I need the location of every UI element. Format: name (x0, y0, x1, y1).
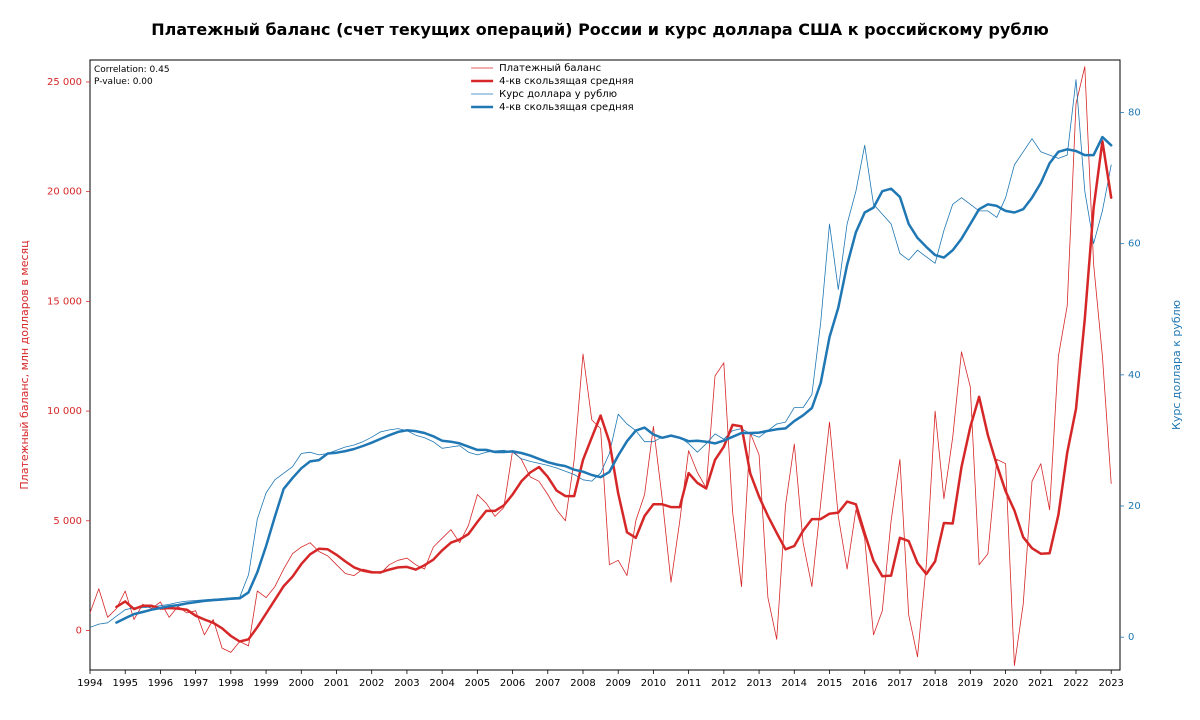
y2-axis-label: Курс доллара к рублю (1170, 300, 1183, 430)
svg-text:2005: 2005 (465, 678, 490, 689)
legend-item-label: 4-кв скользящая средняя (499, 76, 634, 87)
svg-text:0: 0 (1128, 632, 1134, 643)
svg-text:1999: 1999 (253, 678, 278, 689)
svg-text:25 000: 25 000 (47, 77, 82, 88)
svg-text:2014: 2014 (782, 678, 807, 689)
svg-text:15 000: 15 000 (47, 296, 82, 307)
svg-text:1998: 1998 (218, 678, 243, 689)
svg-text:2008: 2008 (570, 678, 595, 689)
chart-title: Платежный баланс (счет текущих операций)… (151, 20, 1049, 39)
svg-text:2009: 2009 (605, 678, 630, 689)
svg-text:2023: 2023 (1098, 678, 1123, 689)
y1-axis-label: Платежный баланс, млн долларов в месяц (18, 240, 31, 489)
svg-text:10 000: 10 000 (47, 406, 82, 417)
svg-text:1995: 1995 (112, 678, 137, 689)
svg-text:2021: 2021 (1028, 678, 1053, 689)
usd-ma-line (116, 137, 1111, 622)
balance-ma-line (116, 141, 1111, 641)
svg-text:2017: 2017 (887, 678, 912, 689)
svg-text:0: 0 (76, 626, 82, 637)
svg-text:2020: 2020 (993, 678, 1018, 689)
dual-axis-line-chart: 1994199519961997199819992000200120022003… (0, 0, 1200, 720)
svg-text:2001: 2001 (324, 678, 349, 689)
svg-text:1994: 1994 (77, 678, 102, 689)
svg-text:2007: 2007 (535, 678, 560, 689)
svg-text:2013: 2013 (746, 678, 771, 689)
svg-text:2012: 2012 (711, 678, 736, 689)
svg-text:2018: 2018 (922, 678, 947, 689)
legend-item-label: Платежный баланс (499, 63, 601, 74)
svg-text:2022: 2022 (1063, 678, 1088, 689)
svg-text:2006: 2006 (500, 678, 525, 689)
svg-text:2011: 2011 (676, 678, 701, 689)
svg-text:80: 80 (1128, 107, 1141, 118)
svg-text:2003: 2003 (394, 678, 419, 689)
svg-text:2004: 2004 (429, 678, 454, 689)
svg-text:20 000: 20 000 (47, 187, 82, 198)
svg-text:2002: 2002 (359, 678, 384, 689)
legend-item-label: 4-кв скользящая средняя (499, 102, 634, 113)
svg-text:60: 60 (1128, 239, 1141, 250)
svg-text:2000: 2000 (289, 678, 314, 689)
balance-thin-line (90, 67, 1111, 666)
svg-text:2019: 2019 (958, 678, 983, 689)
svg-text:2015: 2015 (817, 678, 842, 689)
legend-item-label: Курс доллара у рублю (499, 89, 617, 100)
pvalue-annotation: P-value: 0.00 (94, 77, 153, 87)
svg-text:2016: 2016 (852, 678, 877, 689)
svg-text:40: 40 (1128, 370, 1141, 381)
svg-text:5 000: 5 000 (53, 516, 82, 527)
svg-text:1997: 1997 (183, 678, 208, 689)
correlation-annotation: Correlation: 0.45 (94, 65, 170, 75)
svg-text:20: 20 (1128, 501, 1141, 512)
svg-text:1996: 1996 (148, 678, 173, 689)
usd-thin-line (90, 80, 1111, 628)
svg-text:2010: 2010 (641, 678, 666, 689)
